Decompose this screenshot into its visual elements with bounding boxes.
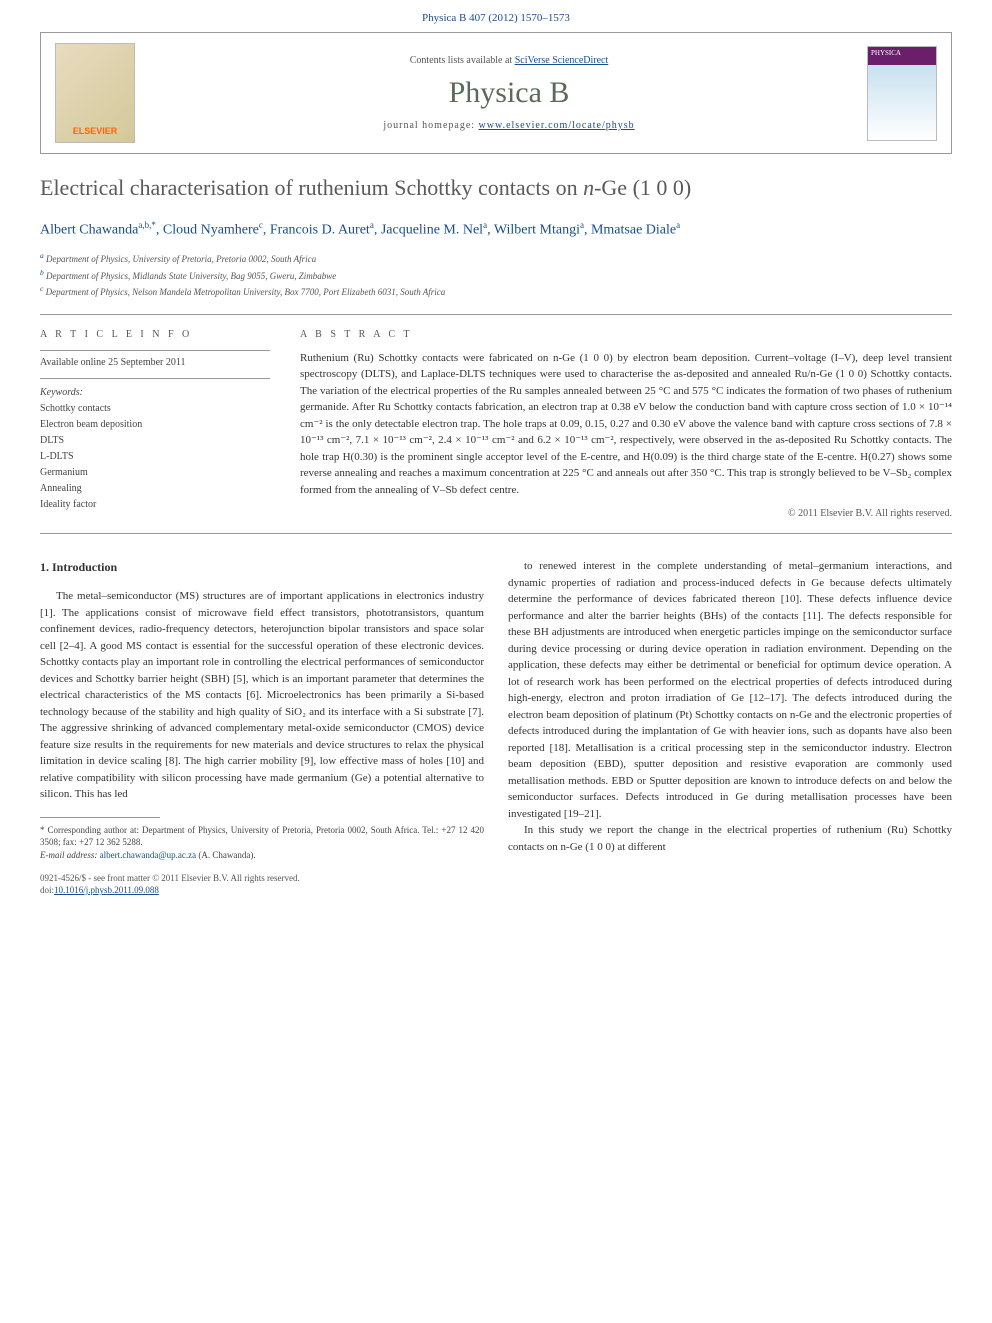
abstract-col: A B S T R A C T Ruthenium (Ru) Schottky … <box>300 329 952 520</box>
affiliation-line: b Department of Physics, Midlands State … <box>40 267 952 284</box>
affiliation-line: c Department of Physics, Nelson Mandela … <box>40 283 952 300</box>
email-label: E-mail address: <box>40 850 100 860</box>
keyword-item: Germanium <box>40 465 270 481</box>
homepage-link[interactable]: www.elsevier.com/locate/physb <box>479 120 635 131</box>
affiliation-line: a Department of Physics, University of P… <box>40 250 952 267</box>
email-link[interactable]: albert.chawanda@up.ac.za <box>100 850 196 860</box>
publisher-logo-text: ELSEVIER <box>73 126 118 136</box>
publisher-logo: ELSEVIER <box>55 43 135 143</box>
journal-title: Physica B <box>151 76 867 110</box>
footnote-separator <box>40 817 160 818</box>
available-line: Contents lists available at SciVerse Sci… <box>151 55 867 66</box>
body-right-col: to renewed interest in the complete unde… <box>508 558 952 861</box>
keywords-block: Keywords: Schottky contacts Electron bea… <box>40 378 270 513</box>
cover-badge: PHYSICA <box>868 47 936 65</box>
article-info-col: A R T I C L E I N F O Available online 2… <box>40 329 270 520</box>
email-suffix: (A. Chawanda). <box>198 850 255 860</box>
article-title: Electrical characterisation of ruthenium… <box>40 174 952 203</box>
abstract-copyright: © 2011 Elsevier B.V. All rights reserved… <box>300 508 952 519</box>
affiliations: a Department of Physics, University of P… <box>40 250 952 300</box>
banner-center: Contents lists available at SciVerse Sci… <box>151 55 867 131</box>
doi-prefix: doi: <box>40 885 54 895</box>
body-paragraph: In this study we report the change in th… <box>508 822 952 855</box>
authors-line: Albert Chawandaa,b,*, Cloud Nyamherec, F… <box>40 219 952 241</box>
body-left-col: 1. Introduction The metal–semiconductor … <box>40 558 484 861</box>
info-abstract-row: A R T I C L E I N F O Available online 2… <box>40 329 952 520</box>
section-heading: 1. Introduction <box>40 558 484 576</box>
keyword-item: L-DLTS <box>40 449 270 465</box>
corr-text: * Corresponding author at: Department of… <box>40 824 484 849</box>
page-footer: 0921-4526/$ - see front matter © 2011 El… <box>0 862 992 917</box>
citation-text: Physica B 407 (2012) 1570–1573 <box>422 12 570 24</box>
author-sup: a <box>676 220 680 230</box>
keyword-item: Annealing <box>40 481 270 497</box>
cover-image-area <box>868 65 936 140</box>
keyword-item: Ideality factor <box>40 497 270 513</box>
article-info-label: A R T I C L E I N F O <box>40 329 270 340</box>
article-content: Electrical characterisation of ruthenium… <box>0 174 992 862</box>
homepage-line: journal homepage: www.elsevier.com/locat… <box>151 120 867 131</box>
title-ital: n <box>583 175 594 200</box>
journal-banner: ELSEVIER Contents lists available at Sci… <box>40 32 952 154</box>
keyword-item: Electron beam deposition <box>40 417 270 433</box>
author-link[interactable]: , Cloud Nyamhere <box>156 222 259 237</box>
title-post: -Ge (1 0 0) <box>594 175 691 200</box>
author-link[interactable]: , Jacqueline M. Nel <box>374 222 483 237</box>
body-paragraph: The metal–semiconductor (MS) structures … <box>40 588 484 803</box>
doi-line: doi:10.1016/j.physb.2011.09.088 <box>40 884 952 897</box>
keywords-label: Keywords: <box>40 385 270 401</box>
divider <box>40 533 952 534</box>
keyword-item: Schottky contacts <box>40 401 270 417</box>
available-prefix: Contents lists available at <box>410 55 515 66</box>
author-link[interactable]: , Francois D. Auret <box>263 222 370 237</box>
author-link[interactable]: , Mmatsae Diale <box>584 222 676 237</box>
keyword-item: DLTS <box>40 433 270 449</box>
corresponding-footnote: * Corresponding author at: Department of… <box>40 824 484 862</box>
doi-link[interactable]: 10.1016/j.physb.2011.09.088 <box>54 885 159 895</box>
body-paragraph: to renewed interest in the complete unde… <box>508 558 952 822</box>
abstract-label: A B S T R A C T <box>300 329 952 340</box>
author-sup: a,b,* <box>138 220 156 230</box>
email-line: E-mail address: albert.chawanda@up.ac.za… <box>40 849 484 862</box>
body-columns: 1. Introduction The metal–semiconductor … <box>40 558 952 861</box>
homepage-prefix: journal homepage: <box>383 120 478 131</box>
divider <box>40 314 952 315</box>
title-pre: Electrical characterisation of ruthenium… <box>40 175 583 200</box>
available-online: Available online 25 September 2011 <box>40 350 270 368</box>
journal-cover-thumbnail: PHYSICA <box>867 46 937 141</box>
author-link[interactable]: , Wilbert Mtangi <box>487 222 580 237</box>
author-link[interactable]: Albert Chawanda <box>40 222 138 237</box>
issn-line: 0921-4526/$ - see front matter © 2011 El… <box>40 872 952 885</box>
abstract-text: Ruthenium (Ru) Schottky contacts were fa… <box>300 350 952 499</box>
page-citation: Physica B 407 (2012) 1570–1573 <box>0 0 992 32</box>
sciencedirect-link[interactable]: SciVerse ScienceDirect <box>515 55 609 66</box>
